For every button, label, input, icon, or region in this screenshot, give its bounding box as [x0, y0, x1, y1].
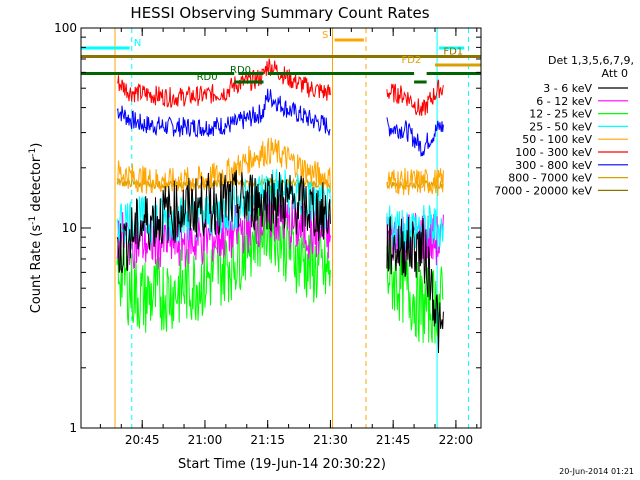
legend-label-8: 7000 - 20000 keV	[494, 184, 592, 197]
legend-label-3: 25 - 50 keV	[529, 120, 592, 133]
series-line-12-25-keV-seg1	[386, 239, 444, 344]
y-axis-label: Count Rate (s-1 detector-1)	[28, 143, 44, 314]
series-line-100-300-keV-seg0	[117, 58, 331, 108]
flag-label-0: N	[134, 38, 141, 49]
x-tick-label-5: 22:00	[439, 433, 474, 447]
y-tick-label-1: 10	[62, 221, 77, 235]
series-line-50-100-keV-seg0	[116, 137, 331, 194]
series-line-300-800-keV-seg1	[386, 117, 444, 157]
legend-header-line1: Det 1,3,5,6,7,9,	[548, 54, 634, 67]
x-tick-label-2: 21:15	[250, 433, 285, 447]
legend-label-5: 100 - 300 keV	[515, 146, 592, 159]
legend-label-4: 50 - 100 keV	[522, 133, 592, 146]
y-axis-label-sup: -1	[28, 216, 38, 225]
x-tick-label-0: 20:45	[125, 433, 160, 447]
y-axis-label-main: Count Rate (s	[29, 225, 44, 314]
legend-label-7: 800 - 7000 keV	[508, 172, 592, 185]
flag-label-3: FD2	[402, 55, 422, 66]
x-tick-label-3: 21:30	[313, 433, 348, 447]
flag-label-2: FD1	[443, 47, 463, 58]
flag-label-1: S	[322, 30, 328, 41]
y-tick-label-0: 1	[69, 421, 77, 435]
y-axis-label-end: )	[29, 143, 44, 148]
series-line-25-50-keV-seg1	[386, 205, 444, 252]
y-axis-label-sup2: -1	[28, 148, 38, 157]
axes: 20:45 21:00 21:15 21:30 21:45 22:00 1 10 100	[54, 21, 481, 447]
series-line-300-800-keV-seg0	[116, 88, 331, 139]
series-line-3-6-keV-seg1	[386, 216, 444, 354]
y-axis-label-tail: detector	[29, 156, 44, 216]
series-line-50-100-keV-seg1	[386, 167, 444, 196]
plot-area: N S FD1 FD2 RD0 RD0	[81, 28, 481, 429]
flag-label-4: RD0	[197, 72, 218, 83]
legend-label-0: 3 - 6 keV	[543, 82, 592, 95]
x-tick-label-1: 21:00	[188, 433, 223, 447]
y-tick-label-2: 100	[54, 21, 77, 35]
timestamp: 20-Jun-2014 01:21	[559, 467, 634, 476]
x-axis-label: Start Time (19-Jun-14 20:30:22)	[178, 457, 386, 472]
series-line-100-300-keV-seg1	[386, 79, 444, 116]
chart-title: HESSI Observing Summary Count Rates	[130, 4, 429, 22]
legend-label-2: 12 - 25 keV	[529, 108, 592, 121]
series-line-3-6-keV-seg0	[116, 170, 331, 274]
legend-header-line2: Att 0	[602, 67, 628, 80]
legend-label-6: 300 - 800 keV	[515, 159, 592, 172]
flag-label-5: RD0	[230, 65, 251, 76]
x-tick-label-4: 21:45	[376, 433, 411, 447]
legend-label-1: 6 - 12 keV	[536, 95, 592, 108]
